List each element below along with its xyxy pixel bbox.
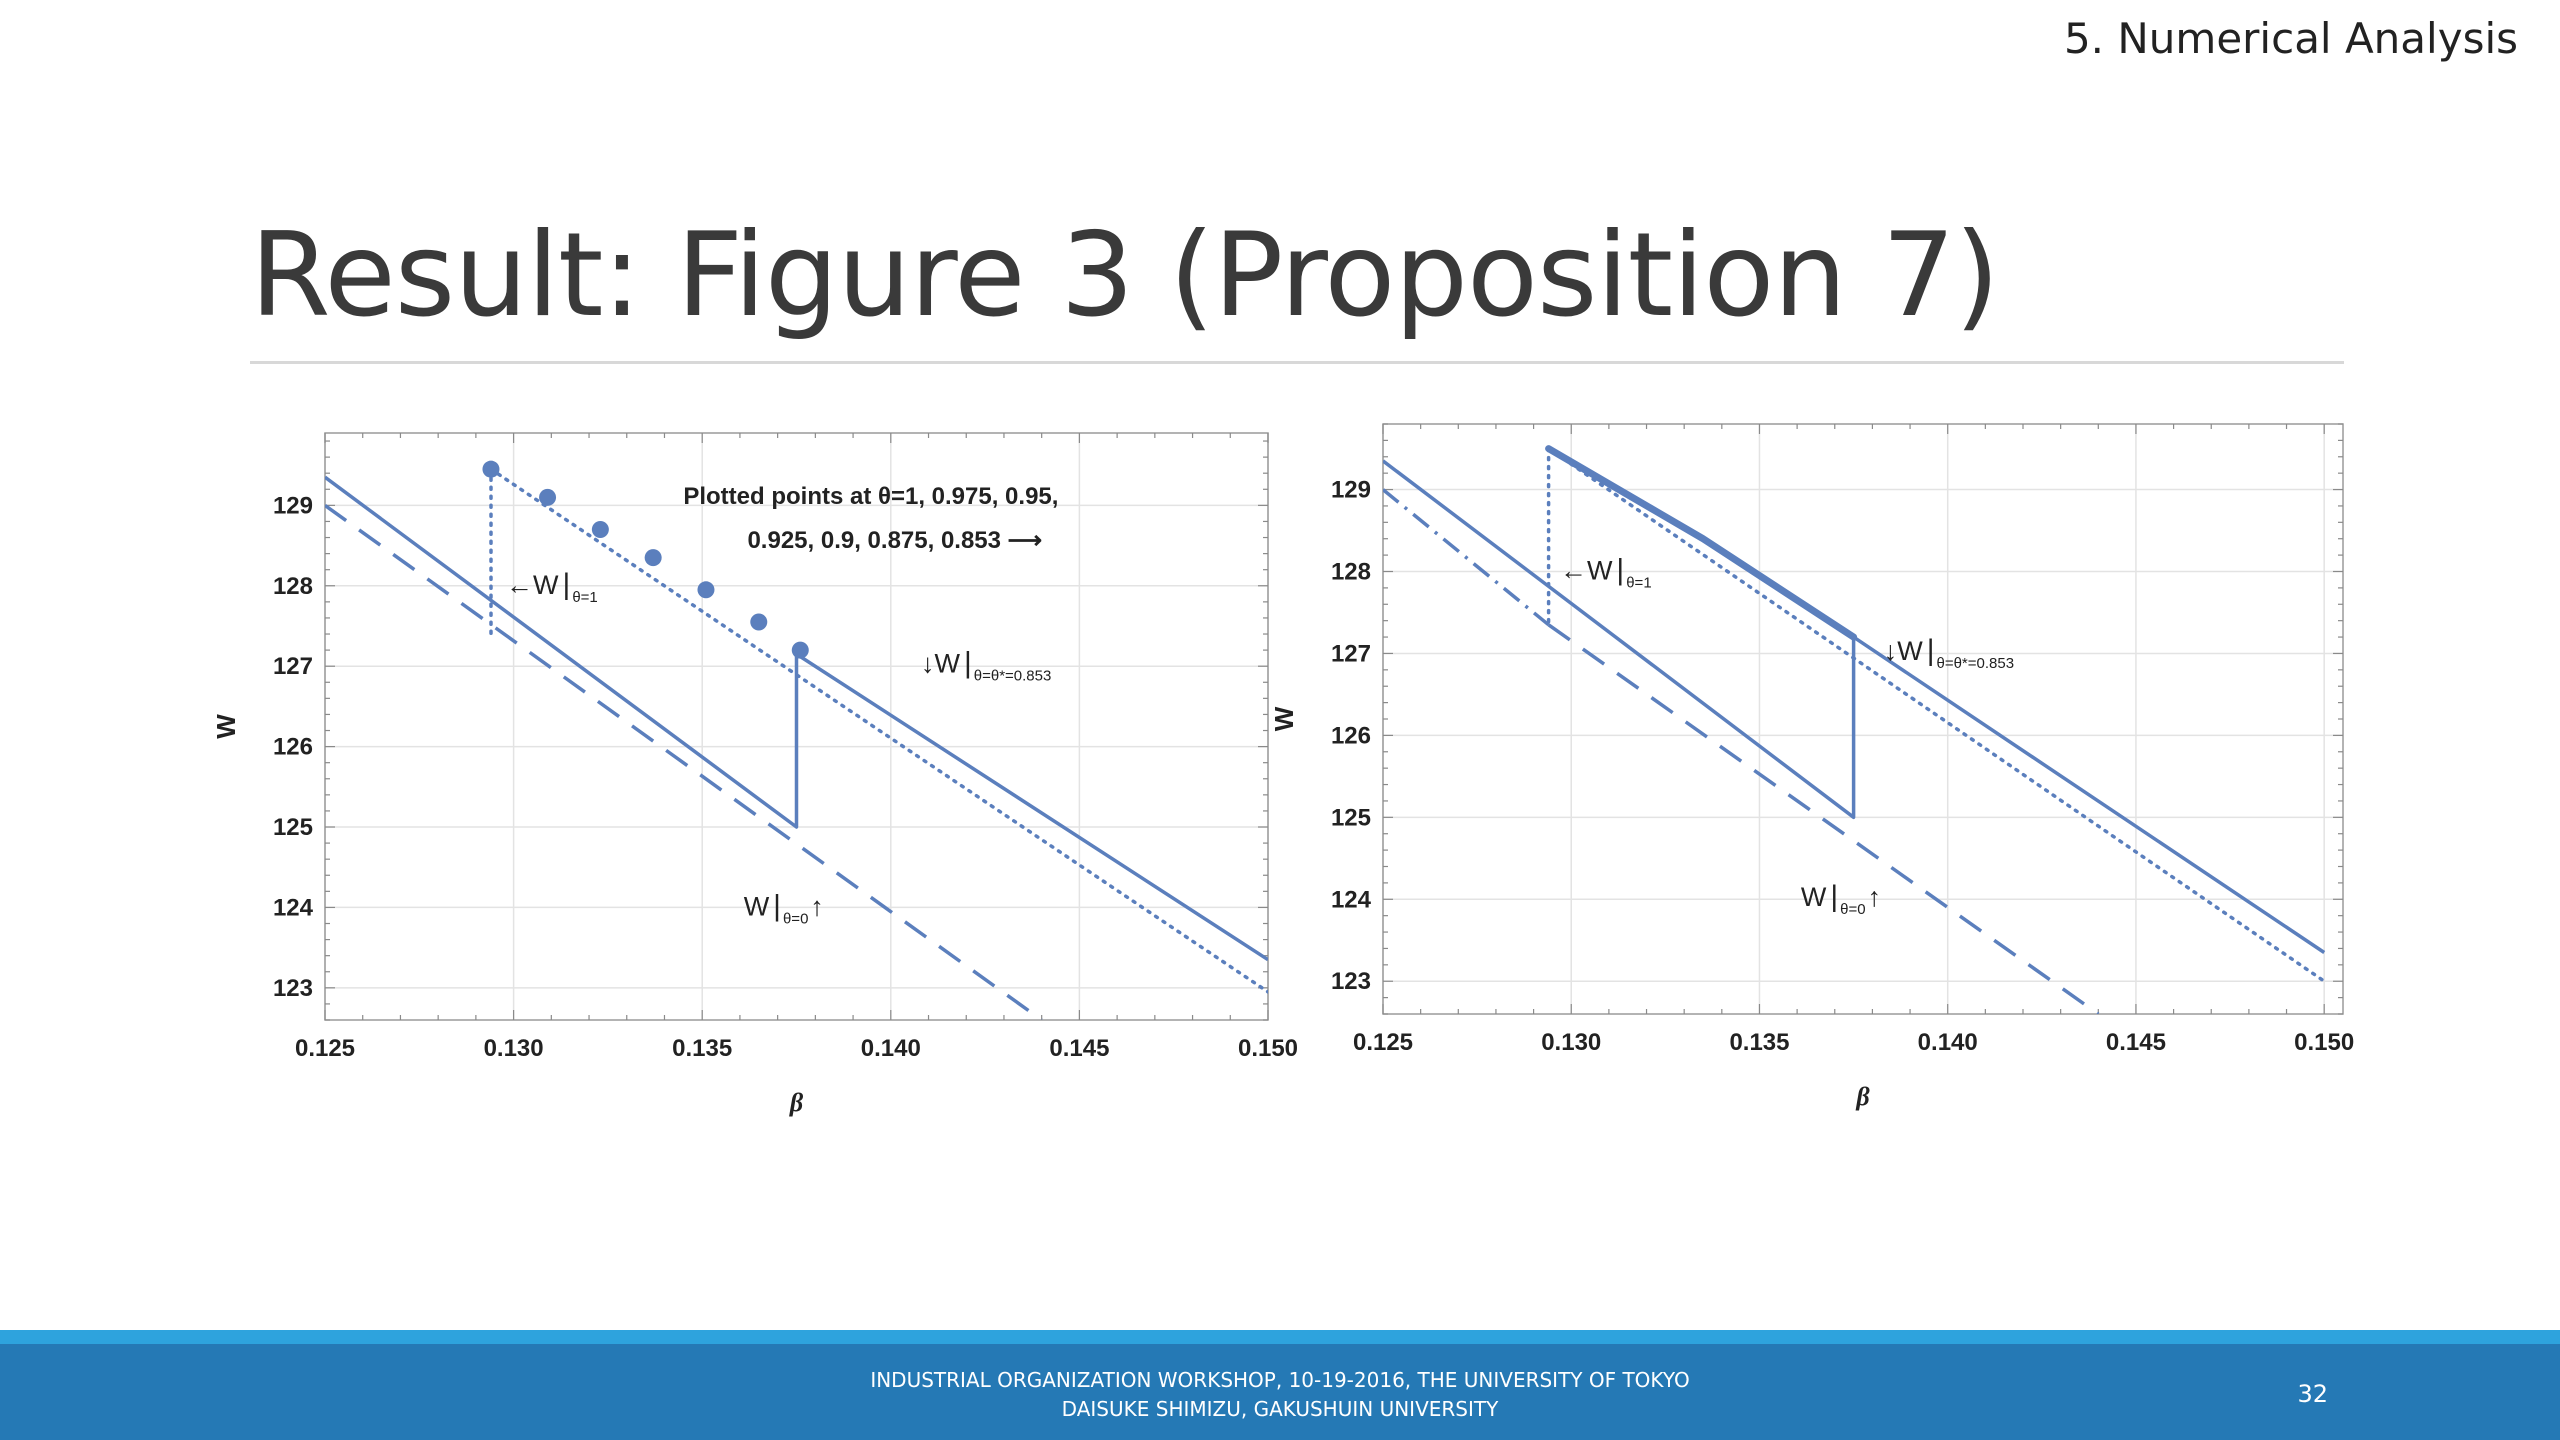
x-tick-label: 0.125 [1353, 1029, 1413, 1056]
y-tick-label: 123 [1331, 968, 1371, 995]
series-line-thick [1545, 445, 1858, 641]
x-tick-label: 0.140 [861, 1035, 921, 1062]
series-line-dotted [1546, 446, 2326, 983]
y-tick-label: 123 [273, 975, 313, 1002]
series-line-dashdot [1383, 488, 1550, 627]
annotation-label: 0.925, 0.9, 0.875, 0.853 ⟶ [747, 527, 1042, 554]
footer-line-1: INDUSTRIAL ORGANIZATION WORKSHOP, 10-19-… [870, 1368, 1690, 1392]
data-point-marker [644, 549, 662, 567]
y-tick-label: 129 [273, 492, 313, 519]
y-tick-label: 125 [1331, 804, 1371, 831]
y-tick-label: 128 [273, 573, 313, 600]
x-tick-label: 0.145 [1049, 1035, 1109, 1062]
footer-credits: INDUSTRIAL ORGANIZATION WORKSHOP, 10-19-… [0, 1366, 2560, 1424]
series-line-dashed [1547, 623, 2100, 1014]
y-tick-label: 128 [1331, 559, 1371, 586]
y-tick-label: 127 [273, 653, 313, 680]
data-point-marker [539, 488, 557, 506]
x-tick-label: 0.145 [2106, 1029, 2166, 1056]
x-tick-label: 0.140 [1918, 1029, 1978, 1056]
x-tick-label: 0.135 [672, 1035, 732, 1062]
y-tick-label: 126 [1331, 722, 1371, 749]
y-tick-label: 129 [1331, 477, 1371, 504]
x-tick-label: 0.125 [295, 1035, 355, 1062]
title-divider [250, 361, 2344, 364]
series-line-solid [325, 475, 1268, 962]
section-label: 5. Numerical Analysis [2063, 14, 2518, 63]
x-tick-label: 0.130 [484, 1035, 544, 1062]
data-point-marker [697, 581, 715, 599]
y-tick-label: 126 [273, 734, 313, 761]
series-line-solid [1383, 459, 2326, 954]
annotation-label: ↓W | θ=θ*=0.853 [921, 647, 1051, 685]
figure-left-chart: 0.125 0.130 0.135 0.140 0.145 0.150 123 124 125 1… [211, 432, 1298, 1117]
footer-line-2: DAISUKE SHIMIZU, GAKUSHUIN UNIVERSITY [1061, 1397, 1499, 1421]
x-tick-label: 0.130 [1541, 1029, 1601, 1056]
y-tick-label: 124 [273, 894, 314, 921]
footer-bar: INDUSTRIAL ORGANIZATION WORKSHOP, 10-19-… [0, 1344, 2560, 1440]
x-axis-label: β [789, 1088, 804, 1117]
data-point-marker [591, 520, 609, 538]
y-axis-label: W [1269, 706, 1299, 731]
x-tick-label: 0.150 [1238, 1035, 1298, 1062]
figure-right-chart: 0.125 0.130 0.135 0.140 0.145 0.150 123 124 125 1… [1269, 423, 2354, 1111]
annotation-label: ←W | θ=1 [1560, 554, 1652, 592]
x-axis-label: β [1855, 1082, 1870, 1111]
annotation-label: W | θ=0↑ [1801, 880, 1881, 918]
annotation-label: W | θ=0↑ [744, 889, 824, 927]
y-axis-label: W [211, 714, 241, 739]
data-point-marker [482, 460, 500, 478]
data-point-marker [750, 613, 768, 631]
annotation-label: ←W | θ=1 [506, 568, 598, 606]
slide-title: Result: Figure 3 (Proposition 7) [250, 208, 2000, 343]
plot-frame [324, 432, 1269, 1021]
x-tick-label: 0.135 [1729, 1029, 1789, 1056]
y-tick-label: 124 [1331, 886, 1372, 913]
annotation-label: ↓W | θ=θ*=0.853 [1884, 634, 2014, 672]
series-line-dashed [325, 503, 1043, 1020]
y-tick-label: 125 [273, 814, 313, 841]
data-point-marker [791, 641, 809, 659]
y-tick-label: 127 [1331, 640, 1371, 667]
x-tick-label: 0.150 [2294, 1029, 2354, 1056]
footer-accent-stripe [0, 1330, 2560, 1344]
page-number: 32 [2297, 1380, 2328, 1408]
plot-frame [1382, 423, 2344, 1015]
annotation-label: Plotted points at θ=1, 0.975, 0.95, [683, 483, 1058, 510]
series-line-dotted [489, 467, 1268, 994]
